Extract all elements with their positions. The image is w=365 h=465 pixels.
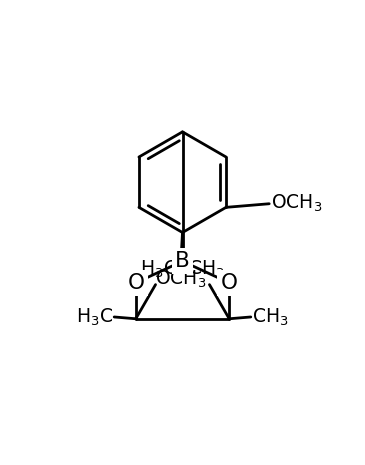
Text: H$_3$C: H$_3$C	[140, 259, 177, 280]
Text: CH$_3$: CH$_3$	[252, 306, 289, 328]
Text: H$_3$C: H$_3$C	[76, 306, 113, 328]
Text: OCH$_3$: OCH$_3$	[155, 268, 206, 290]
Text: OCH$_3$: OCH$_3$	[271, 193, 322, 214]
Text: CH$_3$: CH$_3$	[188, 259, 225, 280]
Text: B: B	[175, 251, 190, 271]
Text: O: O	[127, 273, 144, 293]
Text: O: O	[221, 273, 238, 293]
